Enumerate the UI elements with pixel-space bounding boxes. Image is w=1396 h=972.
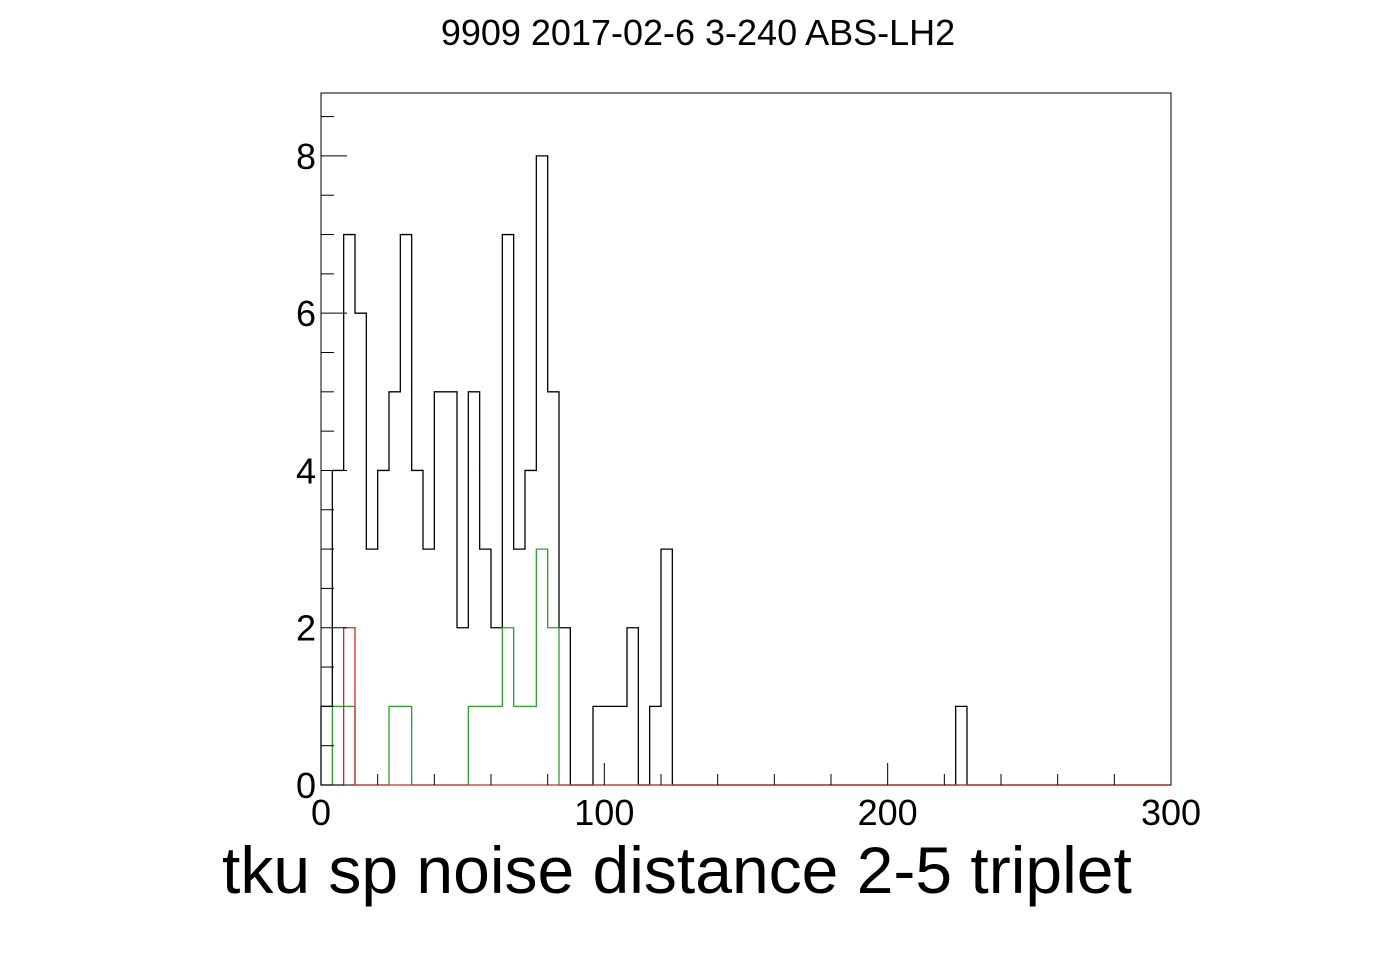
y-tick-label: 6 <box>296 293 316 334</box>
x-axis-label: tku sp noise distance 2-5 triplet <box>222 833 1132 907</box>
y-tick-label: 8 <box>296 136 316 177</box>
chart-title: 9909 2017-02-6 3-240 ABS-LH2 <box>440 12 956 53</box>
y-tick-label: 4 <box>296 450 316 491</box>
x-tick-label: 300 <box>1141 792 1201 833</box>
axes <box>320 92 1172 786</box>
histogram-series-0 <box>320 155 1171 786</box>
plot-frame <box>320 92 1172 786</box>
series-group <box>320 155 1171 786</box>
y-tick-label: 0 <box>296 765 316 806</box>
tick-group: 0 100 200 300 0 2 4 6 8 <box>296 116 1201 833</box>
x-tick-label: 200 <box>858 792 918 833</box>
histogram-series-1 <box>321 548 1171 786</box>
x-tick-label: 100 <box>574 792 634 833</box>
x-tick-label: 0 <box>311 792 331 833</box>
histogram-series-2 <box>321 627 1171 786</box>
y-tick-label: 2 <box>296 608 316 649</box>
